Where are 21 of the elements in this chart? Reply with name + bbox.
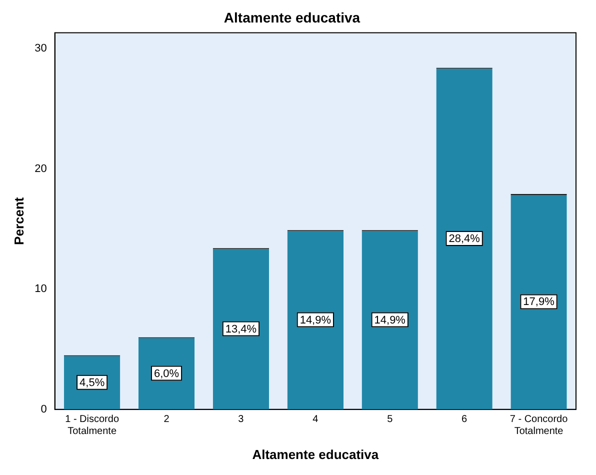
data-label: 4,5% [80,376,105,389]
y-tick-label: 20 [34,162,47,175]
data-label: 13,4% [225,323,257,336]
data-label: 14,9% [300,314,332,326]
y-tick-label: 0 [40,403,47,416]
x-tick-label: 2 [164,414,170,426]
data-label: 28,4% [448,233,480,246]
x-tick-label: 5 [387,414,394,426]
x-tick-label: 3 [238,414,244,426]
y-axis-title: Percent [11,196,26,245]
data-label: 6,0% [154,368,180,380]
chart-title: Altamente educativa [224,9,360,26]
x-axis-title: Altamente educativa [252,446,380,462]
data-label: 17,9% [523,296,555,308]
y-tick-label: 10 [34,283,47,296]
x-tick-label: 4 [312,414,319,426]
data-label: 14,9% [374,314,406,326]
x-tick-label: 7 - Concordo Totalmente [510,414,568,438]
y-tick-label: 30 [34,42,47,54]
x-tick-label: 6 [462,414,468,426]
x-tick-label: 1 - Discordo Totalmente [65,414,120,438]
